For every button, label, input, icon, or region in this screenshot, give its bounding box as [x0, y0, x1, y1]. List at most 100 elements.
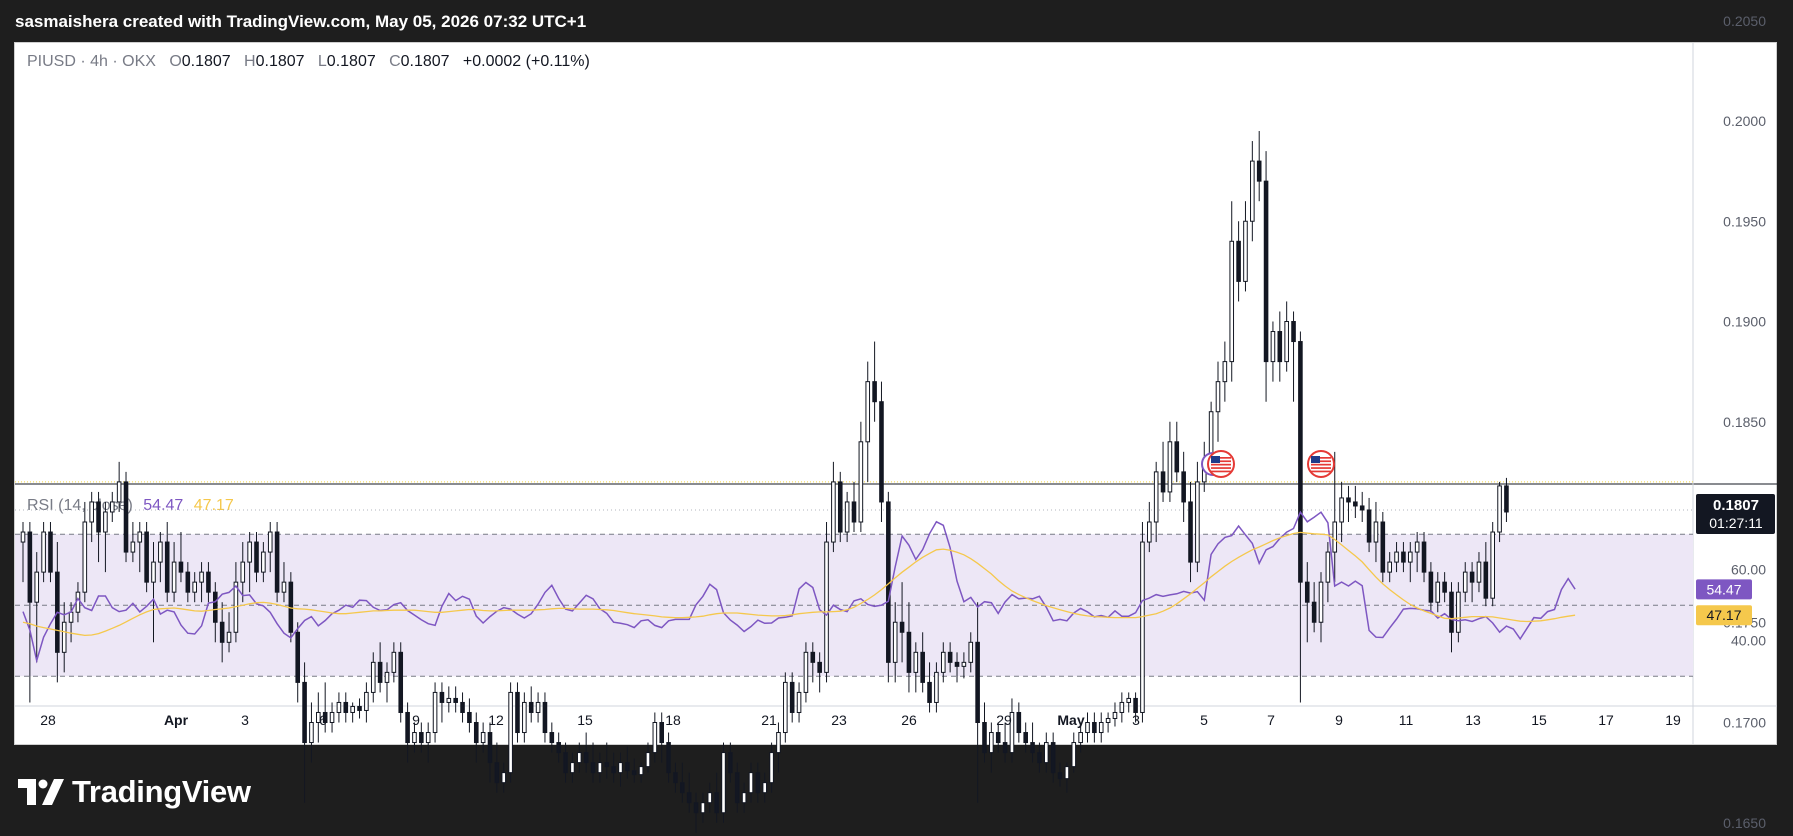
- candle[interactable]: [467, 698, 472, 733]
- candle[interactable]: [1456, 582, 1461, 643]
- candle[interactable]: [412, 722, 417, 753]
- candle[interactable]: [741, 782, 747, 813]
- candle[interactable]: [1078, 722, 1083, 753]
- candle[interactable]: [1016, 702, 1022, 743]
- candle[interactable]: [1366, 497, 1372, 553]
- candle[interactable]: [1332, 451, 1338, 583]
- candle[interactable]: [316, 692, 321, 743]
- candle[interactable]: [370, 652, 376, 703]
- candle[interactable]: [769, 742, 774, 793]
- candle[interactable]: [583, 732, 589, 773]
- candle[interactable]: [1318, 572, 1324, 643]
- candle[interactable]: [82, 501, 88, 603]
- candle[interactable]: [1277, 311, 1283, 382]
- candle[interactable]: [350, 702, 355, 723]
- candle[interactable]: [515, 682, 520, 743]
- candle[interactable]: [576, 742, 582, 773]
- candle[interactable]: [460, 692, 465, 723]
- candle[interactable]: [1050, 732, 1056, 783]
- candle[interactable]: [226, 612, 232, 653]
- candle[interactable]: [329, 702, 335, 733]
- candle[interactable]: [535, 692, 541, 723]
- candle[interactable]: [831, 461, 836, 553]
- candle[interactable]: [1298, 331, 1303, 703]
- candle[interactable]: [1243, 201, 1248, 292]
- candle[interactable]: [556, 732, 561, 763]
- candle[interactable]: [1407, 542, 1413, 583]
- candle[interactable]: [405, 702, 410, 763]
- candle[interactable]: [199, 562, 204, 603]
- candle[interactable]: [693, 792, 699, 833]
- candle[interactable]: [927, 662, 932, 713]
- candle[interactable]: [961, 652, 967, 679]
- candle[interactable]: [542, 692, 548, 743]
- candle[interactable]: [1353, 485, 1358, 518]
- candle[interactable]: [748, 762, 754, 803]
- candle[interactable]: [638, 762, 644, 783]
- candle[interactable]: [954, 652, 960, 683]
- candle[interactable]: [1071, 732, 1077, 773]
- candle[interactable]: [295, 622, 301, 703]
- candle[interactable]: [528, 686, 534, 723]
- candle[interactable]: [590, 742, 596, 783]
- candle[interactable]: [892, 602, 898, 683]
- candle[interactable]: [982, 702, 987, 763]
- candle[interactable]: [570, 752, 575, 783]
- candle[interactable]: [995, 722, 1001, 753]
- candle[interactable]: [618, 752, 623, 787]
- candle[interactable]: [398, 642, 404, 723]
- candle[interactable]: [1030, 722, 1035, 763]
- candle[interactable]: [309, 702, 314, 763]
- candle[interactable]: [886, 491, 891, 683]
- candle[interactable]: [920, 632, 925, 693]
- candle[interactable]: [1105, 712, 1111, 733]
- candle[interactable]: [254, 532, 259, 583]
- candle[interactable]: [1181, 451, 1186, 522]
- candle[interactable]: [1359, 491, 1365, 522]
- candle[interactable]: [116, 461, 122, 512]
- candle[interactable]: [240, 542, 246, 603]
- candle[interactable]: [1414, 532, 1420, 573]
- candle[interactable]: [1346, 485, 1351, 522]
- candle[interactable]: [419, 722, 424, 753]
- candle[interactable]: [1085, 712, 1090, 743]
- candle[interactable]: [549, 722, 555, 753]
- candle[interactable]: [1222, 341, 1228, 402]
- candle[interactable]: [89, 491, 94, 543]
- candle[interactable]: [27, 522, 33, 703]
- candle[interactable]: [164, 522, 170, 603]
- candle[interactable]: [1112, 702, 1118, 727]
- candle[interactable]: [1421, 532, 1427, 583]
- candle[interactable]: [206, 562, 211, 603]
- candle[interactable]: [130, 522, 136, 563]
- candle[interactable]: [714, 772, 719, 823]
- candle[interactable]: [41, 522, 46, 583]
- candle[interactable]: [810, 642, 816, 683]
- candle[interactable]: [377, 642, 383, 693]
- candle[interactable]: [1462, 562, 1468, 603]
- candle[interactable]: [302, 662, 307, 803]
- candle[interactable]: [1483, 542, 1489, 607]
- candle[interactable]: [103, 501, 108, 573]
- candle[interactable]: [1140, 522, 1145, 723]
- candle[interactable]: [384, 662, 390, 703]
- candle[interactable]: [20, 522, 26, 583]
- candle[interactable]: [734, 762, 740, 813]
- candle[interactable]: [364, 682, 369, 723]
- candle[interactable]: [1023, 722, 1028, 753]
- candle[interactable]: [968, 632, 974, 673]
- candle[interactable]: [274, 522, 280, 603]
- candle[interactable]: [989, 722, 994, 773]
- candle[interactable]: [1043, 732, 1049, 773]
- candle[interactable]: [1098, 712, 1104, 743]
- candle[interactable]: [1236, 221, 1241, 302]
- candle[interactable]: [1174, 421, 1180, 482]
- candle[interactable]: [1119, 692, 1125, 723]
- candle[interactable]: [659, 712, 665, 763]
- candle[interactable]: [1490, 522, 1496, 607]
- candle[interactable]: [700, 792, 706, 823]
- candle[interactable]: [487, 722, 493, 783]
- candle[interactable]: [1229, 201, 1235, 382]
- candle[interactable]: [1284, 301, 1289, 372]
- rsi-legend[interactable]: RSI (14, close) 54.47 47.17: [27, 497, 234, 515]
